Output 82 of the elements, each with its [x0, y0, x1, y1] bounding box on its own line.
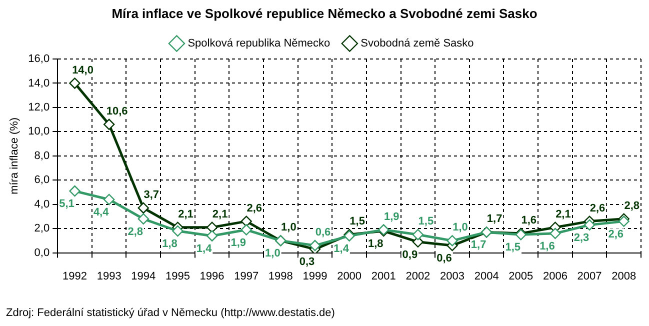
- data-label: 5,1: [59, 198, 74, 210]
- data-label: 2,8: [624, 200, 640, 212]
- point: [584, 219, 596, 231]
- x-tick-label: 1992: [62, 270, 88, 282]
- point: [138, 202, 149, 214]
- y-tick-label: 8,0: [34, 150, 50, 162]
- y-tick-label: 4,0: [34, 198, 50, 210]
- data-label: 2,3: [574, 232, 590, 244]
- x-tick-label: 2007: [577, 270, 602, 282]
- point: [69, 78, 80, 89]
- text: Zdroj: Federální statistický úřad v Německu (http://www.destatis.de): [6, 307, 335, 319]
- data-label: 1,4: [334, 242, 350, 255]
- chart-title: Míra inflace ve Spolkové republice Německo a Svobodné zemi Sasko: [110, 6, 538, 21]
- data-label: 1,6: [540, 240, 555, 252]
- y-tick-label: 6,0: [34, 174, 50, 186]
- point: [446, 235, 458, 246]
- data-label: 10,6: [106, 105, 128, 118]
- data-label: 1,0: [265, 248, 280, 260]
- y-tick-label: 0,0: [34, 246, 50, 259]
- y-tick-label: 10,0: [28, 126, 50, 138]
- data-label: 1,5: [350, 216, 365, 228]
- point: [206, 222, 218, 233]
- point: [240, 224, 252, 236]
- data-label: 14,0: [72, 64, 94, 76]
- x-tick-label: 2003: [440, 270, 464, 282]
- data-label: 0,3: [299, 256, 315, 268]
- data-label: 1,8: [368, 238, 384, 250]
- data-label: 0,6: [315, 226, 331, 239]
- x-tick-label: 2002: [406, 270, 430, 282]
- data-label: 1,9: [230, 236, 246, 249]
- data-label: 1,0: [452, 222, 468, 234]
- point: [412, 229, 424, 240]
- point: [138, 213, 149, 224]
- x-tick-label: 2004: [474, 270, 499, 282]
- point: [309, 240, 321, 252]
- point: [172, 225, 184, 237]
- point: [550, 228, 561, 240]
- point: [618, 216, 630, 227]
- point: [103, 118, 115, 130]
- point: [103, 194, 115, 206]
- x-tick-label: 1993: [96, 270, 122, 282]
- x-tick-label: 2006: [542, 270, 568, 282]
- data-label: 1,6: [521, 214, 537, 226]
- y-tick-label: 12,0: [28, 101, 50, 114]
- data-label: 1,7: [486, 213, 502, 226]
- data-label: 3,7: [144, 189, 160, 202]
- data-label: 2,1: [178, 208, 194, 220]
- data-label: 1,9: [384, 210, 400, 223]
- x-tick-label: 1999: [302, 270, 328, 282]
- data-label: 2,6: [246, 202, 262, 214]
- x-tick-label: 1994: [131, 270, 156, 282]
- y-tick-label: 14,0: [28, 77, 50, 90]
- x-tick-label: 1997: [234, 270, 259, 282]
- data-label: 1,7: [470, 239, 486, 252]
- data-label: 2,1: [212, 208, 228, 220]
- x-tick-label: 1995: [165, 270, 190, 282]
- point: [69, 185, 80, 197]
- x-tick-label: 2000: [337, 270, 362, 282]
- x-tick-label: 2008: [612, 270, 636, 282]
- data-label: 4,4: [93, 206, 110, 219]
- data-label: 1,5: [418, 216, 434, 228]
- data-label: 1,8: [162, 238, 178, 250]
- data-label: 1,0: [281, 222, 296, 234]
- legend-label: Svobodná země Sasko: [360, 38, 474, 50]
- data-label: 0,6: [436, 252, 452, 265]
- data-label: 1,5: [505, 242, 521, 254]
- x-tick-label: 2005: [508, 270, 534, 282]
- point: [206, 230, 218, 242]
- y-tick-label: 16,0: [28, 53, 50, 66]
- y-tick-label: 2,0: [34, 222, 50, 235]
- data-label: 0,9: [402, 248, 418, 261]
- x-tick-label: 1996: [200, 270, 224, 282]
- data-label: 2,8: [128, 226, 144, 238]
- legend-label: Spolková republika Německo: [188, 38, 330, 50]
- point: [240, 216, 252, 227]
- data-label: 2,6: [590, 202, 606, 214]
- data-label: 2,6: [608, 228, 624, 240]
- data-label: 1,4: [196, 242, 213, 255]
- x-tick-label: 1998: [268, 270, 293, 282]
- y-axis-title: míra inflace (%): [8, 117, 21, 194]
- x-tick-label: 2001: [371, 270, 396, 282]
- data-label: 2,1: [556, 208, 571, 220]
